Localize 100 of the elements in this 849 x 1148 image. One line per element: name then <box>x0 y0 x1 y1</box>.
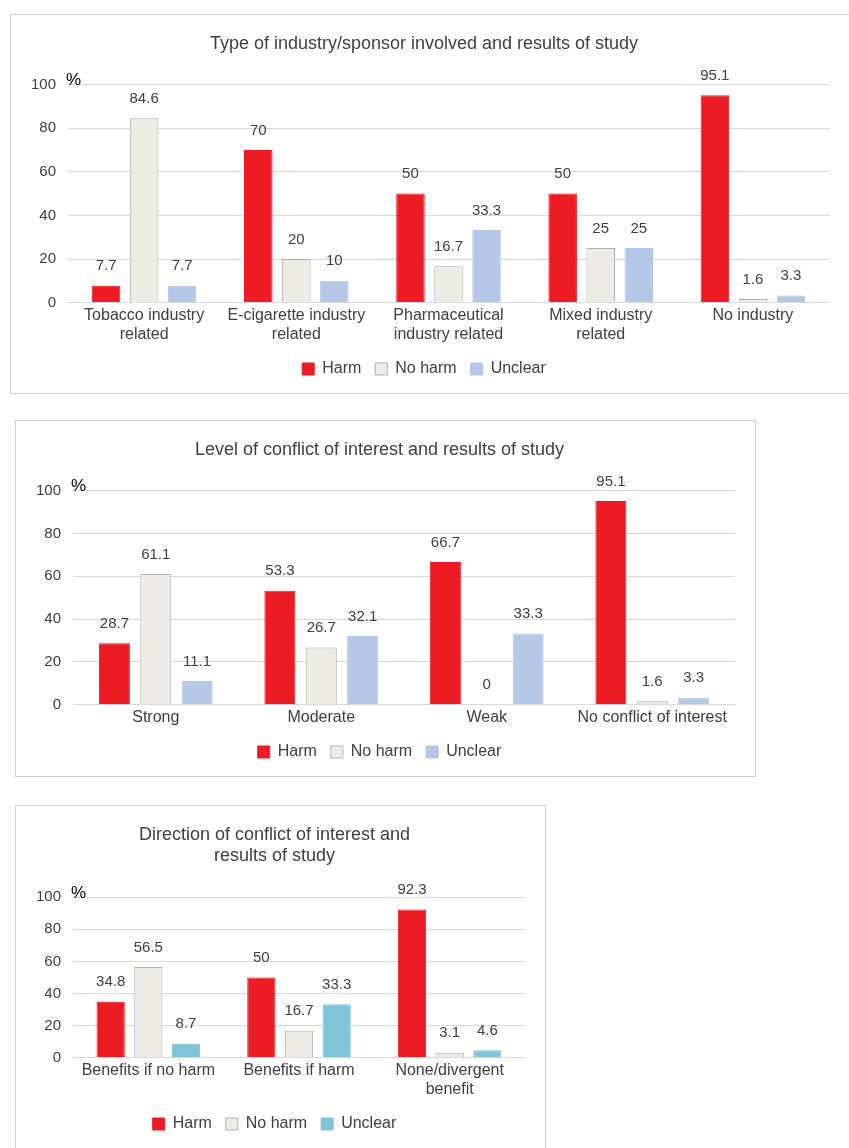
bar <box>776 295 806 303</box>
y-tick-label: 40 <box>39 205 57 223</box>
bar <box>98 643 130 705</box>
data-label: 61.1 <box>141 544 171 562</box>
x-tick-label: Strong <box>132 707 180 725</box>
x-tick-label: Tobacco industry related <box>84 305 205 342</box>
y-axis-title: % <box>71 476 87 496</box>
y-tick-label: 60 <box>39 161 57 179</box>
legend-label: Harm <box>172 1114 212 1132</box>
bar <box>700 95 730 303</box>
x-tick-label: Benefits if no harm <box>81 1060 216 1078</box>
legend-label: No harm <box>350 742 413 760</box>
data-label: 26.7 <box>306 618 336 636</box>
data-label: 50 <box>402 164 419 182</box>
y-tick-label: 0 <box>47 292 57 310</box>
y-tick-label: 40 <box>44 609 62 627</box>
data-label: 0 <box>482 675 491 693</box>
bar <box>171 1043 201 1058</box>
data-label: 66.7 <box>430 532 460 550</box>
data-label: 16.7 <box>433 236 464 254</box>
chart-title: Level of conflict of interest and results of study <box>194 438 565 459</box>
y-tick-label: 20 <box>44 652 62 670</box>
x-tick-label: Mixed industry related <box>549 305 653 342</box>
bar <box>244 150 273 303</box>
data-label: 3.1 <box>439 1023 461 1041</box>
data-label: 4.6 <box>476 1020 498 1038</box>
y-tick-label: 60 <box>44 566 62 584</box>
data-label: 33.3 <box>471 200 502 218</box>
data-label: 95.1 <box>700 65 730 83</box>
bar <box>91 285 121 303</box>
x-tick-label: Pharmaceutical industry related <box>393 305 504 342</box>
bar <box>181 681 213 705</box>
data-label: 20 <box>287 229 305 247</box>
legend-label: No harm <box>245 1114 308 1132</box>
x-tick-label: Benefits if harm <box>243 1060 355 1078</box>
legend-label: Harm <box>277 742 317 760</box>
data-label: 1.6 <box>742 269 764 287</box>
chart-title: Type of industry/sponsor involved and results of study <box>209 32 639 53</box>
data-label: 10 <box>326 251 343 269</box>
data-label: 33.3 <box>322 974 352 992</box>
legend-label: Unclear <box>446 742 502 760</box>
bar <box>548 193 577 303</box>
y-axis-title: % <box>71 882 87 902</box>
data-label: 34.8 <box>96 972 126 990</box>
y-tick-label: 0 <box>52 694 62 712</box>
x-tick-label: Weak <box>466 707 509 725</box>
bar <box>429 561 461 705</box>
data-label: 25 <box>630 218 648 236</box>
bar <box>264 590 296 705</box>
bar <box>322 1004 351 1058</box>
x-tick-label: No industry <box>712 305 794 323</box>
y-tick-label: 20 <box>39 249 57 267</box>
y-tick-label: 100 <box>36 480 62 498</box>
data-label: 50 <box>253 948 270 966</box>
legend-label: No harm <box>395 359 457 377</box>
bar <box>167 285 197 303</box>
data-label: 7.7 <box>95 256 117 274</box>
bar <box>96 1001 125 1058</box>
y-axis-title: % <box>66 70 82 90</box>
data-label: 53.3 <box>265 561 295 579</box>
y-tick-label: 20 <box>44 1015 62 1033</box>
bar <box>320 280 349 303</box>
bar <box>472 230 501 303</box>
x-tick-label: Moderate <box>287 707 356 725</box>
data-label: 56.5 <box>133 937 163 955</box>
legend-label: Harm <box>322 359 362 377</box>
chart-title: Direction of conflict of interest and results of study <box>138 823 411 866</box>
bar <box>396 193 425 303</box>
y-tick-label: 80 <box>39 118 57 136</box>
y-tick-label: 80 <box>44 523 62 541</box>
data-label: 92.3 <box>397 880 427 898</box>
bar <box>397 909 427 1058</box>
data-label: 3.3 <box>780 266 802 284</box>
y-tick-label: 0 <box>52 1047 62 1065</box>
y-tick-label: 40 <box>44 983 62 1001</box>
bar <box>512 633 544 705</box>
y-tick-label: 100 <box>36 887 62 905</box>
bar <box>595 501 627 705</box>
data-label: 25 <box>592 218 610 236</box>
data-label: 3.3 <box>683 668 705 686</box>
x-tick-label: No conflict of interest <box>577 707 728 725</box>
data-label: 84.6 <box>129 88 159 106</box>
data-label: 11.1 <box>183 651 212 669</box>
data-label: 95.1 <box>596 471 626 489</box>
y-tick-label: 80 <box>44 919 62 937</box>
data-label: 7.7 <box>171 256 193 274</box>
bar <box>678 697 710 705</box>
data-label: 28.7 <box>99 613 129 631</box>
bar <box>347 636 379 705</box>
bar <box>624 248 654 303</box>
data-label: 16.7 <box>284 1001 314 1019</box>
data-label: 32.1 <box>348 606 378 624</box>
bar <box>247 977 276 1058</box>
legend-label: Unclear <box>341 1114 397 1132</box>
data-label: 8.7 <box>175 1014 197 1032</box>
y-tick-label: 100 <box>31 74 57 92</box>
legend-label: Unclear <box>490 359 547 377</box>
x-tick-label: E-cigarette industry related <box>227 305 366 342</box>
data-label: 50 <box>554 164 571 182</box>
data-label: 70 <box>249 120 267 138</box>
